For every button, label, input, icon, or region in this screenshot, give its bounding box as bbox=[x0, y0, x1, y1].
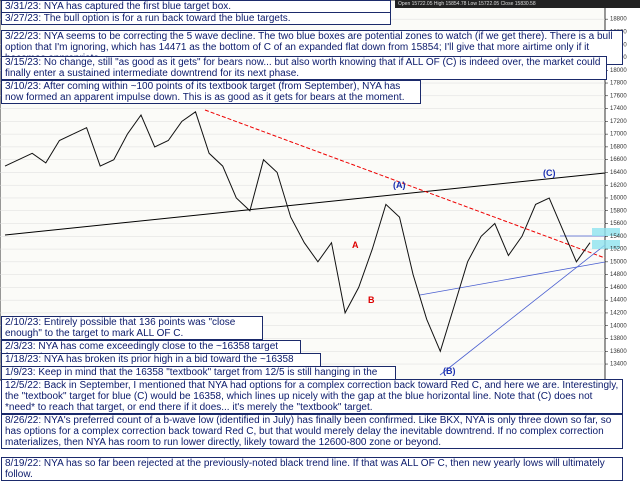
y-tick-label: 18800 bbox=[610, 17, 627, 23]
wave-label: B bbox=[368, 295, 375, 305]
wave-label: A bbox=[352, 240, 359, 250]
wave-label: (C) bbox=[543, 168, 556, 178]
target-box bbox=[592, 240, 620, 249]
annotation-box: 3/27/23: The bull option is for a run ba… bbox=[1, 12, 391, 25]
y-tick-label: 14400 bbox=[610, 298, 627, 304]
price-line bbox=[4, 111, 591, 353]
y-tick-label: 14800 bbox=[610, 272, 627, 278]
y-tick-label: 16400 bbox=[610, 170, 627, 176]
y-tick-label: 16200 bbox=[610, 183, 627, 189]
y-tick-label: 15200 bbox=[610, 247, 627, 253]
y-tick-label: 13400 bbox=[610, 362, 627, 368]
y-tick-label: 14600 bbox=[610, 285, 627, 291]
y-tick-label: 17000 bbox=[610, 132, 627, 138]
blue-channel-line bbox=[419, 261, 606, 296]
y-tick-label: 13800 bbox=[610, 336, 627, 342]
annotation-box: 3/15/23: No change, still "as good as it… bbox=[1, 56, 607, 80]
y-tick-label: 16800 bbox=[610, 144, 627, 150]
y-tick-label: 15800 bbox=[610, 208, 627, 214]
y-tick-label: 14000 bbox=[610, 323, 627, 329]
y-tick-label: 17800 bbox=[610, 81, 627, 87]
annotation-box: 8/26/22: NYA's preferred count of a b-wa… bbox=[1, 414, 623, 449]
y-tick-label: 17400 bbox=[610, 106, 627, 112]
annotation-box: 3/10/23: After coming within ~100 points… bbox=[1, 80, 421, 104]
annotation-box: 2/10/23: Entirely possible that 136 poin… bbox=[1, 316, 263, 340]
y-tick-label: 16000 bbox=[610, 196, 627, 202]
y-tick-label: 14200 bbox=[610, 311, 627, 317]
y-tick-label: 18000 bbox=[610, 68, 627, 74]
wave-label: (B) bbox=[443, 366, 456, 376]
annotation-box: 12/5/22: Back in September, I mentioned … bbox=[1, 379, 623, 414]
y-tick-label: 15000 bbox=[610, 259, 627, 265]
y-tick-label: 13600 bbox=[610, 349, 627, 355]
y-tick-label: 17200 bbox=[610, 119, 627, 125]
annotation-box: 8/19/22: NYA has so far been rejected at… bbox=[1, 457, 623, 481]
y-tick-label: 16600 bbox=[610, 157, 627, 163]
red-trend-line bbox=[204, 109, 606, 259]
black-trend-line bbox=[4, 172, 606, 236]
y-tick-label: 15400 bbox=[610, 234, 627, 240]
header-bar: Open 15722.05 High 15854.78 Low 15722.05… bbox=[395, 0, 640, 8]
y-tick-label: 17600 bbox=[610, 93, 627, 99]
wave-label: (A) bbox=[393, 180, 406, 190]
target-box bbox=[592, 228, 620, 236]
y-tick-label: 15600 bbox=[610, 221, 627, 227]
